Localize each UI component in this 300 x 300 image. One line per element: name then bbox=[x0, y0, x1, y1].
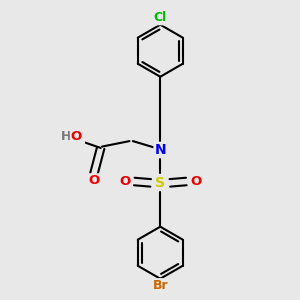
Text: O: O bbox=[119, 175, 130, 188]
Text: O: O bbox=[190, 175, 202, 188]
Text: O: O bbox=[88, 174, 100, 187]
Text: H: H bbox=[61, 130, 71, 143]
Text: S: S bbox=[155, 176, 165, 190]
Text: Cl: Cl bbox=[154, 11, 167, 24]
Text: Br: Br bbox=[152, 279, 168, 292]
Text: N: N bbox=[154, 143, 166, 157]
Text: O: O bbox=[70, 130, 82, 143]
